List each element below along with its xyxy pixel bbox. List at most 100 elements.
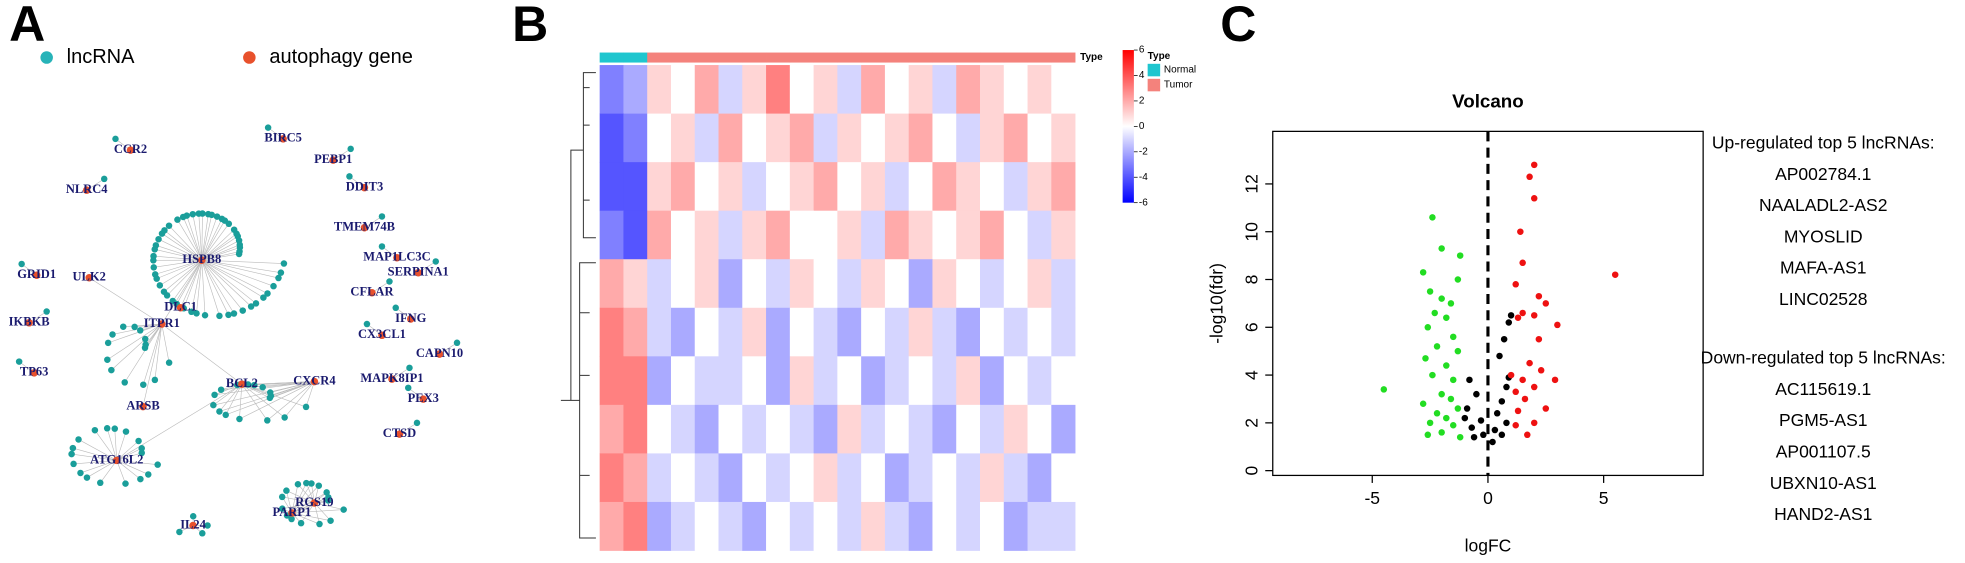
heat-cell <box>623 210 648 260</box>
x-tick-label: 5 <box>1599 488 1609 508</box>
heat-cell <box>884 453 910 503</box>
type-cell <box>813 52 838 63</box>
heat-cell <box>694 356 719 406</box>
point <box>1443 362 1450 369</box>
point <box>1530 383 1538 391</box>
lnc-node <box>165 359 173 366</box>
point <box>1433 343 1441 350</box>
point <box>1514 314 1522 321</box>
y-tick-label: 10 <box>1241 222 1261 242</box>
lnc-node <box>193 310 200 317</box>
heat-cell <box>599 307 624 357</box>
heat-cell <box>813 356 838 406</box>
edge <box>172 260 203 302</box>
point <box>1426 288 1434 295</box>
gene-node <box>388 375 396 383</box>
lnc-node <box>363 320 371 328</box>
lnc-node <box>151 246 158 253</box>
lnc-node <box>302 403 310 411</box>
heat-cell <box>956 356 981 406</box>
heat-cell <box>908 404 933 454</box>
lnc-node <box>252 300 260 307</box>
heat-cell <box>1027 404 1052 454</box>
heat-cell <box>694 307 719 357</box>
edge <box>201 259 279 279</box>
lnc-node <box>230 310 238 317</box>
gene-node <box>85 273 93 282</box>
gene-node <box>329 156 337 164</box>
legend-label: autophagy gene <box>269 46 412 68</box>
point <box>1433 410 1441 417</box>
network: CCR2 NLRC4 BIRC5 PEBP1 DDIT3 TMEM74B HSPB8 MAP1… <box>9 124 463 537</box>
heat-cell <box>813 113 838 163</box>
heat-cell <box>932 113 957 163</box>
point <box>1611 271 1619 278</box>
edge <box>291 502 315 520</box>
point <box>1443 314 1450 321</box>
heat-cell <box>884 65 910 114</box>
lnc-node <box>277 269 285 276</box>
gene-node <box>30 369 38 377</box>
type-label: Type <box>1080 52 1103 63</box>
edge <box>163 259 203 292</box>
edge <box>248 381 315 385</box>
heat-cell <box>647 501 672 551</box>
heat-cell <box>718 356 743 406</box>
heat-cell <box>623 113 648 163</box>
edge <box>72 447 117 461</box>
lnc-node <box>236 415 243 423</box>
lnc-node <box>251 381 258 389</box>
key-tick-label: 0 <box>1139 121 1145 132</box>
lnc-node <box>156 282 164 289</box>
gene-label: MAPK8IP1 <box>360 371 423 385</box>
heat-cell <box>1003 210 1028 260</box>
edge <box>116 448 142 461</box>
edge <box>154 249 202 261</box>
heat-cell <box>837 501 862 551</box>
edge <box>155 259 202 275</box>
heat-cell <box>647 210 672 260</box>
lnc-node <box>316 520 323 528</box>
lnc-node <box>174 216 181 223</box>
heat-cell <box>813 453 838 503</box>
type-cell <box>932 52 957 63</box>
type-cell <box>1003 52 1028 63</box>
lnc-node <box>68 450 75 458</box>
edge <box>201 260 235 314</box>
lnc-node <box>15 358 23 365</box>
point <box>1503 383 1510 391</box>
lnc-node <box>275 274 282 282</box>
heat-cell <box>623 259 648 309</box>
lnc-node <box>91 426 99 434</box>
edge <box>107 323 162 360</box>
point <box>1500 335 1508 343</box>
edge <box>186 215 203 261</box>
edge <box>201 213 203 261</box>
heat-cell <box>1003 453 1028 503</box>
edge <box>201 244 240 261</box>
heat-cell <box>789 404 814 454</box>
heat-cell <box>1003 259 1028 309</box>
edge <box>286 490 315 504</box>
lnc-node <box>281 414 288 421</box>
gene-label: BCL2 <box>226 376 258 390</box>
list-item: MAFA-AS1 <box>1780 258 1867 278</box>
edge <box>221 381 315 391</box>
y-tick-label: 4 <box>1241 370 1261 380</box>
gene-node <box>288 509 296 517</box>
type-cell <box>837 52 862 63</box>
heat-cell <box>718 501 743 551</box>
heat-cell <box>670 501 696 551</box>
heat-cell <box>979 259 1005 309</box>
lnc-node <box>140 381 147 388</box>
point <box>1449 333 1457 341</box>
edge <box>73 460 117 465</box>
lnc-node <box>165 222 173 229</box>
heat-cell <box>623 162 648 212</box>
gene-label: ULK2 <box>73 270 106 284</box>
lnc-node <box>210 401 217 409</box>
point <box>1537 367 1545 374</box>
gene-label: ITPR1 <box>144 316 180 330</box>
gene-node <box>360 183 369 192</box>
